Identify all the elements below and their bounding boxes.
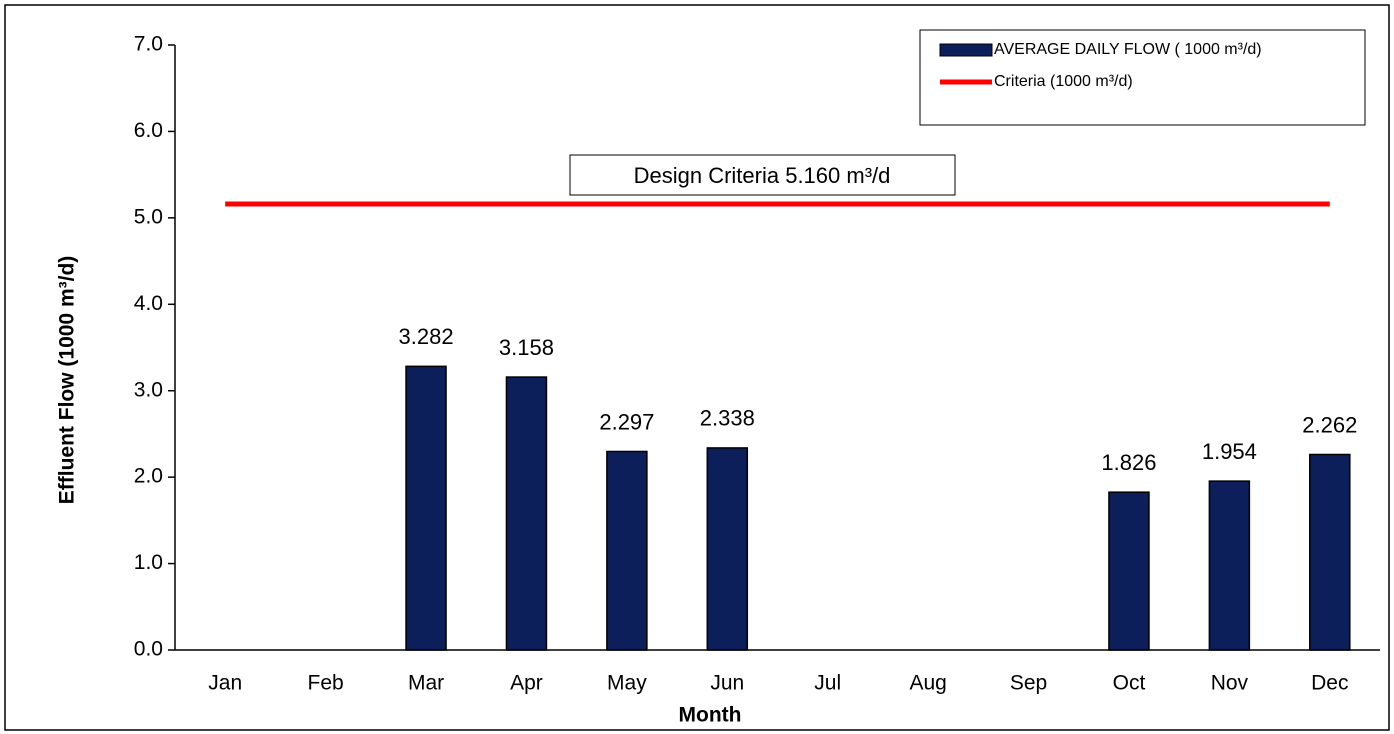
legend-label: Criteria (1000 m³/d) (994, 73, 1133, 90)
y-tick-label: 1.0 (134, 551, 163, 574)
x-tick-label: Jan (208, 672, 242, 695)
y-tick-label: 7.0 (134, 33, 163, 56)
value-label: 2.262 (1302, 412, 1357, 437)
legend-swatch (939, 43, 993, 57)
legend-box (919, 29, 1366, 126)
y-tick-label: 4.0 (134, 292, 163, 315)
chart-border (4, 4, 1390, 731)
bar (505, 376, 548, 651)
value-label: 1.826 (1101, 450, 1156, 475)
x-tick-label: Sep (1010, 672, 1047, 695)
x-tick-label: Jun (710, 672, 744, 695)
y-tick-label: 3.0 (134, 378, 163, 401)
y-tick-label: 6.0 (134, 119, 163, 142)
value-label: 3.158 (499, 335, 554, 360)
x-tick-label: May (607, 672, 647, 695)
annotation: Design Criteria 5.160 m³/d (634, 163, 891, 188)
x-tick-label: Oct (1113, 672, 1146, 695)
x-tick-label: Mar (408, 672, 444, 695)
bar (405, 365, 447, 651)
x-tick-label: Apr (510, 672, 543, 695)
x-axis-label: Month (679, 704, 742, 727)
bar (1108, 491, 1150, 651)
value-label: 3.282 (399, 324, 454, 349)
x-tick-label: Jul (814, 672, 841, 695)
x-tick-label: Feb (308, 672, 344, 695)
bar (606, 450, 648, 651)
bar (1208, 480, 1251, 651)
value-label: 2.297 (599, 409, 654, 434)
value-label: 2.338 (700, 406, 755, 431)
annotation-box (569, 154, 956, 196)
bar (1309, 453, 1351, 651)
bar (706, 447, 749, 651)
legend-label: AVERAGE DAILY FLOW ( 1000 m³/d) (994, 41, 1262, 58)
y-axis-label: Effluent Flow (1000 m³/d) (56, 256, 79, 505)
y-tick-label: 2.0 (134, 465, 163, 488)
x-tick-label: Nov (1211, 672, 1249, 695)
value-label: 1.954 (1202, 439, 1257, 464)
x-tick-label: Dec (1311, 672, 1348, 695)
x-tick-label: Aug (909, 672, 946, 695)
y-tick-label: 5.0 (134, 205, 163, 228)
y-tick-label: 0.0 (134, 638, 163, 661)
